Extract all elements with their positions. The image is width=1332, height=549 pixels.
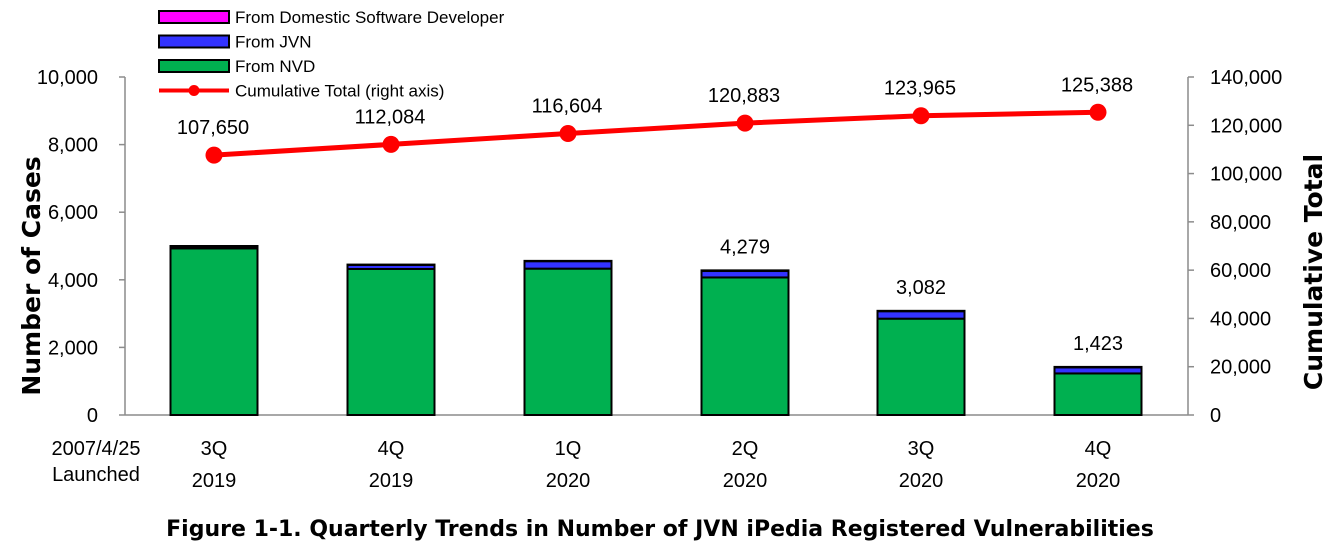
legend-swatch [158,10,230,24]
x-pre-label: Launched [52,464,140,486]
y-tick-label: 10,000 [37,67,98,89]
y2-tick-label: 0 [1210,405,1221,427]
y2-tick-label: 60,000 [1210,260,1271,282]
line-data-label: 107,650 [177,117,249,139]
x-category-quarter: 4Q [1085,438,1112,460]
bars [169,245,1143,417]
bar-data-label: 3,082 [896,277,946,299]
bar-data-label: 4,279 [720,236,770,258]
cumulative-total-marker [736,114,754,132]
x-category-year: 2019 [192,470,237,492]
cumulative-total-marker [912,107,930,125]
bar-segment-from-nvd [876,317,966,417]
bar-segment-from-nvd [1053,372,1143,416]
line-data-label: 120,883 [708,85,780,107]
x-pre-label: 2007/4/25 [52,438,141,460]
x-category-year: 2020 [1076,470,1121,492]
legend-swatch [158,34,230,49]
data-labels: 107,650 112,084 116,604 120,883 123,965 125,3… [177,74,1133,355]
figure-caption: Figure 1-1. Quarterly Trends in Number o… [166,517,1154,542]
cumulative-total-marker [1089,103,1107,121]
legend-marker [188,85,200,96]
x-category-quarter: 2Q [732,438,759,460]
bar-segment-from-nvd [700,276,790,416]
y2-axis-title: Cumulative Total [1299,154,1328,390]
y-axis-title: Number of Cases [17,156,46,395]
y2-tick-label: 120,000 [1210,115,1282,137]
axes: 0 2,000 4,000 6,000 8,000 10,000 0 20,000 40,000… [37,67,1282,492]
line-data-label: 125,388 [1061,74,1133,96]
bar-segment-from-domestic-software-developer [700,269,790,273]
x-category-year: 2020 [723,470,768,492]
x-category-quarter: 3Q [908,438,935,460]
bar-segment-from-nvd [523,267,613,416]
x-category-year: 2020 [546,470,591,492]
y2-tick-label: 80,000 [1210,212,1271,234]
bar-segment-from-jvn [876,310,966,320]
line-data-label: 116,604 [532,95,603,117]
y-tick-label: 6,000 [48,202,98,224]
y2-tick-label: 100,000 [1210,164,1282,186]
legend: From Domestic Software Developer From JVN… [158,8,505,101]
legend-label: Cumulative Total (right axis) [235,82,444,101]
bar-data-label: 1,423 [1073,333,1123,355]
cumulative-total-marker [382,135,400,153]
line-data-label: 123,965 [884,78,956,100]
x-category-quarter: 4Q [378,438,405,460]
cumulative-total-marker [559,124,577,142]
y2-tick-label: 140,000 [1210,67,1282,89]
cumulative-total-marker [205,146,223,164]
x-category-quarter: 1Q [555,438,582,460]
x-category-quarter: 3Q [201,438,228,460]
x-category-year: 2020 [899,470,944,492]
x-category-year: 2019 [369,470,414,492]
cumulative-total-line [213,109,1099,158]
line-data-label: 112,084 [355,106,426,128]
y-tick-label: 4,000 [48,270,98,292]
legend-swatch [158,59,230,73]
bar-segment-from-nvd [346,267,436,417]
legend-label: From JVN [235,33,312,52]
y-tick-label: 0 [87,405,98,427]
cumulative-line [205,103,1107,164]
legend-label: From NVD [235,57,315,76]
y-tick-label: 2,000 [48,337,98,359]
bar-segment-from-jvn [523,260,613,270]
y2-tick-label: 40,000 [1210,308,1271,330]
legend-label: From Domestic Software Developer [235,8,505,27]
y2-tick-label: 20,000 [1210,357,1271,379]
y-tick-label: 8,000 [48,135,98,157]
bar-segment-from-nvd [169,247,259,416]
